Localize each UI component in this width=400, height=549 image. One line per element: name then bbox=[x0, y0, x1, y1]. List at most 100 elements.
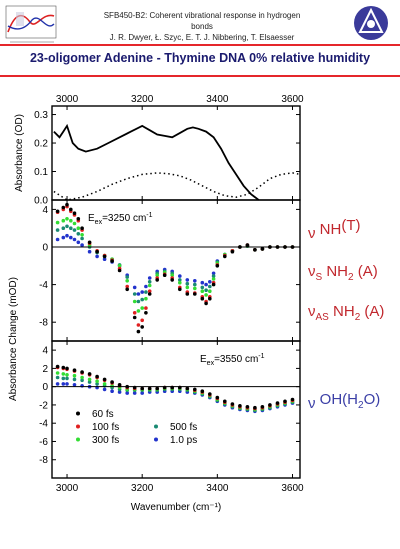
data-point bbox=[87, 372, 92, 376]
data-point bbox=[136, 323, 141, 327]
header-divider-bottom bbox=[0, 75, 400, 77]
data-point bbox=[55, 382, 60, 386]
data-point bbox=[140, 306, 144, 310]
axis-labels: 3000 3000 3200 3200 3400 3400 3600 3600 Wavenumb… bbox=[8, 94, 304, 513]
pump-3250-panel: Eex=3250 cm-1 bbox=[51, 199, 301, 342]
data-point bbox=[72, 221, 77, 226]
data-point bbox=[185, 281, 190, 286]
data-point bbox=[193, 279, 197, 283]
data-point bbox=[69, 235, 73, 240]
data-point bbox=[155, 278, 159, 282]
data-point bbox=[61, 205, 66, 210]
data-point bbox=[208, 280, 212, 284]
data-point bbox=[87, 240, 92, 245]
solid-absorbance-line bbox=[53, 123, 260, 201]
data-point bbox=[140, 290, 144, 294]
data-point bbox=[95, 249, 99, 254]
legend-marker bbox=[76, 424, 80, 429]
data-point bbox=[185, 386, 190, 391]
legend-label: 1.0 ps bbox=[170, 435, 197, 446]
data-point bbox=[65, 376, 69, 381]
data-point bbox=[260, 405, 265, 409]
data-point bbox=[170, 273, 174, 277]
data-point bbox=[55, 364, 60, 369]
legend-label: 300 fs bbox=[92, 435, 119, 446]
data-point bbox=[61, 372, 66, 376]
data-point bbox=[65, 202, 69, 207]
data-point bbox=[211, 282, 216, 287]
data-point bbox=[268, 403, 272, 407]
data-point bbox=[200, 289, 205, 293]
data-point bbox=[136, 292, 141, 296]
data-point bbox=[178, 287, 182, 292]
spectra-chart: Eex=3250 cm-1 Eex=3550 cm-1 3000 3000 3200… bbox=[8, 94, 384, 513]
data-point bbox=[132, 299, 137, 304]
data-point bbox=[72, 211, 77, 215]
data-point bbox=[193, 387, 197, 392]
data-point bbox=[253, 405, 257, 410]
mode-annotation: ν OH(H2O) bbox=[308, 391, 380, 412]
data-point bbox=[55, 371, 60, 375]
data-point bbox=[65, 217, 69, 221]
data-point bbox=[193, 286, 197, 291]
data-point bbox=[200, 296, 205, 301]
data-point bbox=[125, 275, 129, 279]
data-point bbox=[76, 226, 81, 230]
data-point bbox=[55, 237, 60, 242]
top-y-tick-label: 0.0 bbox=[34, 196, 48, 207]
dotted-absorbance-line bbox=[53, 172, 301, 201]
data-point bbox=[65, 224, 69, 229]
data-point bbox=[110, 380, 114, 384]
middle-y-tick-label: 4 bbox=[42, 205, 48, 216]
data-point bbox=[132, 311, 137, 315]
data-point bbox=[61, 218, 66, 223]
data-point bbox=[72, 237, 77, 242]
data-point bbox=[208, 284, 212, 289]
bottom-y-tick-label: -8 bbox=[39, 455, 48, 466]
slide-header: SFB450-B2: Coherent vibrational response… bbox=[0, 0, 400, 46]
data-point bbox=[140, 297, 144, 302]
data-point bbox=[211, 277, 216, 281]
data-point bbox=[185, 285, 190, 290]
x-tick-label-top: 3200 bbox=[131, 94, 154, 105]
top-y-axis-label: Absorbance (OD) bbox=[14, 114, 25, 192]
data-point bbox=[215, 264, 220, 268]
mode-annotation: νAS NH2 (A) bbox=[308, 303, 384, 323]
data-point bbox=[76, 240, 81, 245]
data-point bbox=[87, 380, 92, 384]
data-point bbox=[102, 257, 107, 261]
data-point bbox=[144, 311, 148, 315]
pump-3550-panel: Eex=3550 cm-1 bbox=[51, 340, 301, 479]
data-point bbox=[132, 285, 137, 290]
data-point bbox=[204, 293, 208, 297]
data-point bbox=[204, 288, 208, 292]
data-point bbox=[102, 382, 107, 386]
legend: 60 fs 100 fs 300 fs 500 fs 1.0 ps bbox=[76, 409, 197, 446]
data-point bbox=[193, 292, 197, 296]
data-point bbox=[245, 243, 250, 247]
data-point bbox=[80, 226, 84, 230]
data-point bbox=[117, 383, 122, 387]
data-point bbox=[117, 268, 122, 273]
data-point bbox=[61, 376, 66, 381]
data-point bbox=[178, 274, 182, 278]
data-point bbox=[208, 296, 212, 301]
middle-y-tick-label: -4 bbox=[39, 280, 48, 291]
data-point bbox=[140, 391, 144, 395]
data-point bbox=[230, 249, 235, 254]
x-tick-label-bottom: 3200 bbox=[131, 483, 154, 494]
data-point bbox=[61, 365, 66, 370]
x-tick-label-bottom: 3000 bbox=[56, 483, 79, 494]
data-point bbox=[80, 370, 84, 374]
data-point bbox=[87, 377, 92, 382]
data-point bbox=[170, 278, 174, 282]
x-tick-label-top: 3600 bbox=[281, 94, 304, 105]
mode-annotations: ν NH(T) νS NH2 (A) νAS NH2 (A) ν OH(H2O) bbox=[308, 217, 384, 412]
data-point bbox=[69, 207, 73, 212]
absorbance-panel bbox=[51, 105, 301, 201]
middle-y-tick-label: -8 bbox=[39, 318, 48, 329]
data-point bbox=[147, 386, 152, 391]
data-point bbox=[125, 391, 129, 395]
data-point bbox=[200, 280, 205, 285]
data-point bbox=[61, 226, 66, 230]
